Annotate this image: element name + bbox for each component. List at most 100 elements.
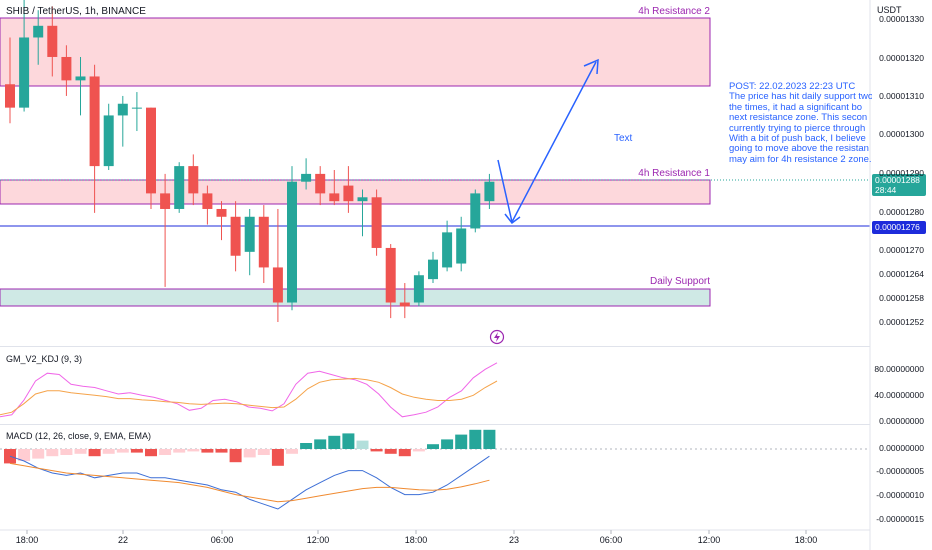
kdj-d-line — [0, 377, 498, 416]
resistance-1-zone — [0, 179, 711, 205]
candle-body — [371, 197, 382, 248]
macd-histogram-bar — [46, 449, 59, 457]
price-tick: 0.00001290 — [879, 168, 924, 178]
price-tick: 0.00001264 — [879, 269, 924, 279]
zone-label-resistance-2: 4h Resistance 2 — [638, 6, 710, 17]
candle-body — [272, 267, 283, 303]
price-tick: 0.00001310 — [879, 91, 924, 101]
time-tick: 18:00 — [404, 535, 428, 545]
arrow-pivot-icon — [504, 213, 521, 225]
macd-histogram-bar — [384, 449, 397, 454]
candle-body — [131, 107, 142, 109]
zone-label-resistance-1: 4h Resistance 1 — [638, 168, 710, 179]
pane-separator[interactable] — [0, 424, 870, 425]
macd-histogram-bar — [173, 449, 186, 453]
price-tick: 0.00001320 — [879, 53, 924, 63]
kdj-tick: 40.00000000 — [874, 390, 924, 400]
macd-histogram-bar — [412, 449, 425, 452]
post-note: POST: 22.02.2023 22:23 UTC The price has… — [729, 82, 872, 165]
current-price-badge: 0.00001288 28:44 — [872, 174, 926, 196]
price-tick: 0.00001258 — [879, 293, 924, 303]
time-tick: 06:00 — [599, 535, 623, 545]
candle-body — [230, 216, 241, 256]
candle-body — [188, 166, 199, 194]
price-tick: 0.00001280 — [879, 207, 924, 217]
candle-body — [399, 302, 410, 307]
post-line: may aim for 4h resistance 2 zone. — [729, 153, 872, 165]
macd-histogram-bar — [243, 449, 256, 458]
candle-body — [103, 115, 114, 167]
candle-body — [287, 181, 297, 303]
macd-histogram-bar — [286, 449, 298, 454]
time-tick: 23 — [508, 535, 520, 545]
zone-label-support: Daily Support — [649, 276, 710, 287]
macd-histogram-bar — [187, 449, 200, 452]
pane-separator[interactable] — [0, 346, 870, 347]
candle-countdown: 28:44 — [875, 185, 897, 195]
macd-tick: -0.00000015 — [876, 514, 924, 524]
time-tick: 18:00 — [15, 535, 39, 545]
time-tick: 12:00 — [306, 535, 330, 545]
currency-label: USDT — [877, 5, 902, 15]
time-tick: 12:00 — [697, 535, 721, 545]
macd-histogram-bar — [60, 449, 73, 455]
candle-body — [174, 166, 185, 209]
macd-histogram-bar — [427, 444, 439, 449]
post-line: going to move above the resistan — [729, 143, 869, 155]
price-tick: 0.00001270 — [879, 245, 924, 255]
macd-histogram-bar — [356, 440, 369, 449]
candle-body — [146, 107, 156, 194]
macd-histogram-bar — [257, 449, 270, 455]
resistance-2-zone — [0, 17, 711, 87]
candle-body — [19, 37, 30, 108]
candle-body — [160, 193, 171, 209]
candle-body — [470, 193, 481, 229]
time-tick: 06:00 — [210, 535, 234, 545]
candle-body — [244, 216, 255, 252]
macd-histogram-bar — [201, 449, 214, 453]
candle-body — [315, 173, 326, 194]
kdj-tick: 0.00000000 — [879, 416, 924, 426]
macd-histogram-bar — [342, 433, 355, 449]
macd-histogram-bar — [271, 449, 284, 466]
macd-line — [9, 455, 490, 510]
macd-histogram-bar — [370, 449, 383, 452]
macd-histogram-bar — [328, 435, 341, 449]
symbol-title: SHIB / TetherUS, 1h, BINANCE — [6, 6, 146, 17]
macd-histogram-bar — [483, 429, 496, 449]
candle-body — [301, 173, 312, 182]
candle-body — [343, 185, 354, 202]
kdj-indicator-title[interactable]: GM_V2_KDJ (9, 3) — [6, 354, 83, 364]
macd-histogram-bar — [300, 443, 313, 449]
macd-histogram-bar — [18, 449, 31, 461]
macd-indicator-title[interactable]: MACD (12, 26, close, 9, EMA, EMA) — [6, 431, 152, 441]
macd-tick: -0.00000005 — [876, 466, 924, 476]
macd-histogram-bar — [441, 439, 454, 449]
macd-histogram-bar — [469, 429, 482, 449]
candle-body — [329, 193, 340, 202]
candle-body — [202, 193, 213, 209]
candle-body — [258, 216, 269, 268]
candle-body — [117, 103, 128, 116]
price-tick: 0.00001330 — [879, 14, 924, 24]
price-tick: 0.00001300 — [879, 129, 924, 139]
macd-histogram-bar — [32, 449, 45, 459]
candle-body — [357, 197, 368, 202]
candle-body — [216, 208, 227, 217]
macd-tick: 0.00000000 — [879, 443, 924, 453]
horizontal-line-price-badge: 0.00001276 — [872, 221, 926, 234]
post-line: With a bit of push back, I believe — [729, 133, 866, 145]
candle-body — [75, 76, 86, 81]
macd-histogram-bar — [159, 449, 172, 455]
macd-histogram-bar — [88, 449, 101, 457]
macd-histogram-bar — [145, 449, 157, 457]
time-tick: 22 — [117, 535, 129, 545]
candle-body — [47, 25, 58, 57]
kdj-k-line — [0, 362, 498, 418]
macd-histogram-bar — [130, 449, 143, 453]
macd-histogram-bar — [116, 449, 129, 453]
candle-body — [89, 76, 100, 167]
lightning-bolt-icon — [494, 332, 500, 342]
macd-tick: -0.00000010 — [876, 490, 924, 500]
